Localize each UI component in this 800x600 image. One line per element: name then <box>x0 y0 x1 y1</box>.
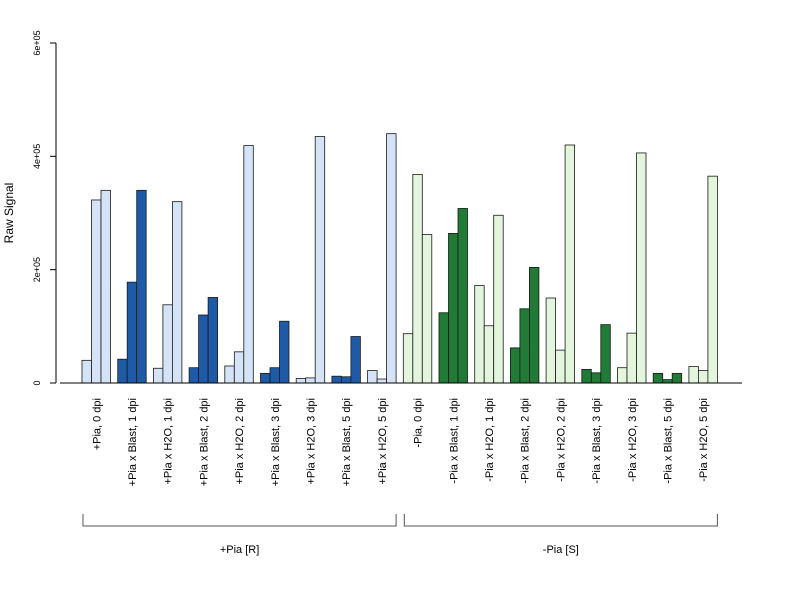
category-label: +Pia x H2O, 5 dpi <box>377 398 389 485</box>
category-label: +Pia x H2O, 1 dpi <box>163 398 175 485</box>
bar <box>367 370 378 384</box>
bar <box>474 285 485 384</box>
group-label: +Pia [R] <box>220 544 259 556</box>
bar <box>688 366 699 384</box>
bar <box>600 324 611 384</box>
bar <box>136 189 147 384</box>
category-label: -Pia x Blast, 2 dpi <box>520 398 532 484</box>
bar <box>457 208 468 384</box>
bar <box>233 351 245 384</box>
group-bracket <box>403 514 718 527</box>
bar <box>188 367 200 384</box>
bar <box>269 367 280 384</box>
bar <box>260 372 271 384</box>
bar <box>207 297 219 384</box>
bar <box>376 378 388 384</box>
category-label: +Pia x H2O, 2 dpi <box>234 398 246 485</box>
y-tick-label: 2e+05 <box>32 257 42 282</box>
category-label: +Pia x Blast, 1 dpi <box>127 398 139 486</box>
bar <box>590 372 602 384</box>
bar <box>636 152 647 384</box>
bar <box>626 332 637 384</box>
bar <box>438 312 449 384</box>
y-tick-label: 0 <box>32 380 42 385</box>
bar <box>698 370 709 384</box>
y-tick-label: 6e+05 <box>32 30 42 55</box>
bar <box>509 347 521 384</box>
bars <box>81 133 718 384</box>
bar <box>152 367 164 384</box>
bar <box>126 281 138 384</box>
bar <box>305 377 316 384</box>
y-axis-label: Raw Signal <box>2 183 16 244</box>
bar <box>243 145 254 384</box>
category-label: +Pia x H2O, 3 dpi <box>305 398 317 485</box>
bar <box>671 372 683 384</box>
bar <box>564 144 575 384</box>
bar <box>402 333 414 384</box>
bar <box>91 199 102 384</box>
category-labels: +Pia, 0 dpi +Pia x Blast, 1 dpi +Pia x H2O… <box>91 398 710 486</box>
bar <box>555 349 566 384</box>
category-label: -Pia x H2O, 1 dpi <box>484 398 496 482</box>
bar <box>314 136 326 384</box>
bar <box>81 359 92 384</box>
bar <box>483 325 495 384</box>
bar <box>224 365 235 384</box>
bar <box>117 358 128 384</box>
bar <box>545 297 556 384</box>
bar <box>340 376 352 384</box>
bar <box>412 174 423 384</box>
category-label: -Pia x H2O, 2 dpi <box>555 398 567 482</box>
category-label: -Pia x Blast, 3 dpi <box>591 398 603 484</box>
category-label: +Pia x Blast, 5 dpi <box>341 398 353 486</box>
bar <box>662 379 673 384</box>
bar <box>279 320 290 384</box>
bar <box>171 201 183 384</box>
bar <box>198 314 209 384</box>
group-brackets: +Pia [R] -Pia [S] <box>82 514 718 556</box>
bar <box>100 189 111 384</box>
bar <box>519 308 530 384</box>
bar <box>493 214 504 384</box>
bar <box>295 378 307 384</box>
bar <box>617 367 628 384</box>
bar <box>331 375 342 384</box>
category-label: +Pia, 0 dpi <box>91 398 103 450</box>
bar <box>581 368 592 384</box>
bar <box>350 336 361 384</box>
group-label: -Pia [S] <box>543 544 579 556</box>
category-label: -Pia, 0 dpi <box>413 398 425 448</box>
y-axis: 0 2e+05 4e+05 6e+05 <box>32 30 57 386</box>
bar <box>448 232 459 384</box>
bar <box>162 304 173 384</box>
category-label: +Pia x Blast, 2 dpi <box>198 398 210 486</box>
category-label: -Pia x Blast, 1 dpi <box>448 398 460 484</box>
bar <box>652 372 664 384</box>
category-label: -Pia x Blast, 5 dpi <box>662 398 674 484</box>
bar <box>529 266 540 384</box>
category-label: -Pia x H2O, 3 dpi <box>627 398 639 482</box>
bar <box>386 133 397 384</box>
group-bracket <box>82 514 397 527</box>
bar <box>421 234 433 384</box>
bar <box>707 175 718 384</box>
category-label: -Pia x H2O, 5 dpi <box>698 398 710 482</box>
y-tick-label: 4e+05 <box>32 144 42 169</box>
category-label: +Pia x Blast, 3 dpi <box>270 398 282 486</box>
